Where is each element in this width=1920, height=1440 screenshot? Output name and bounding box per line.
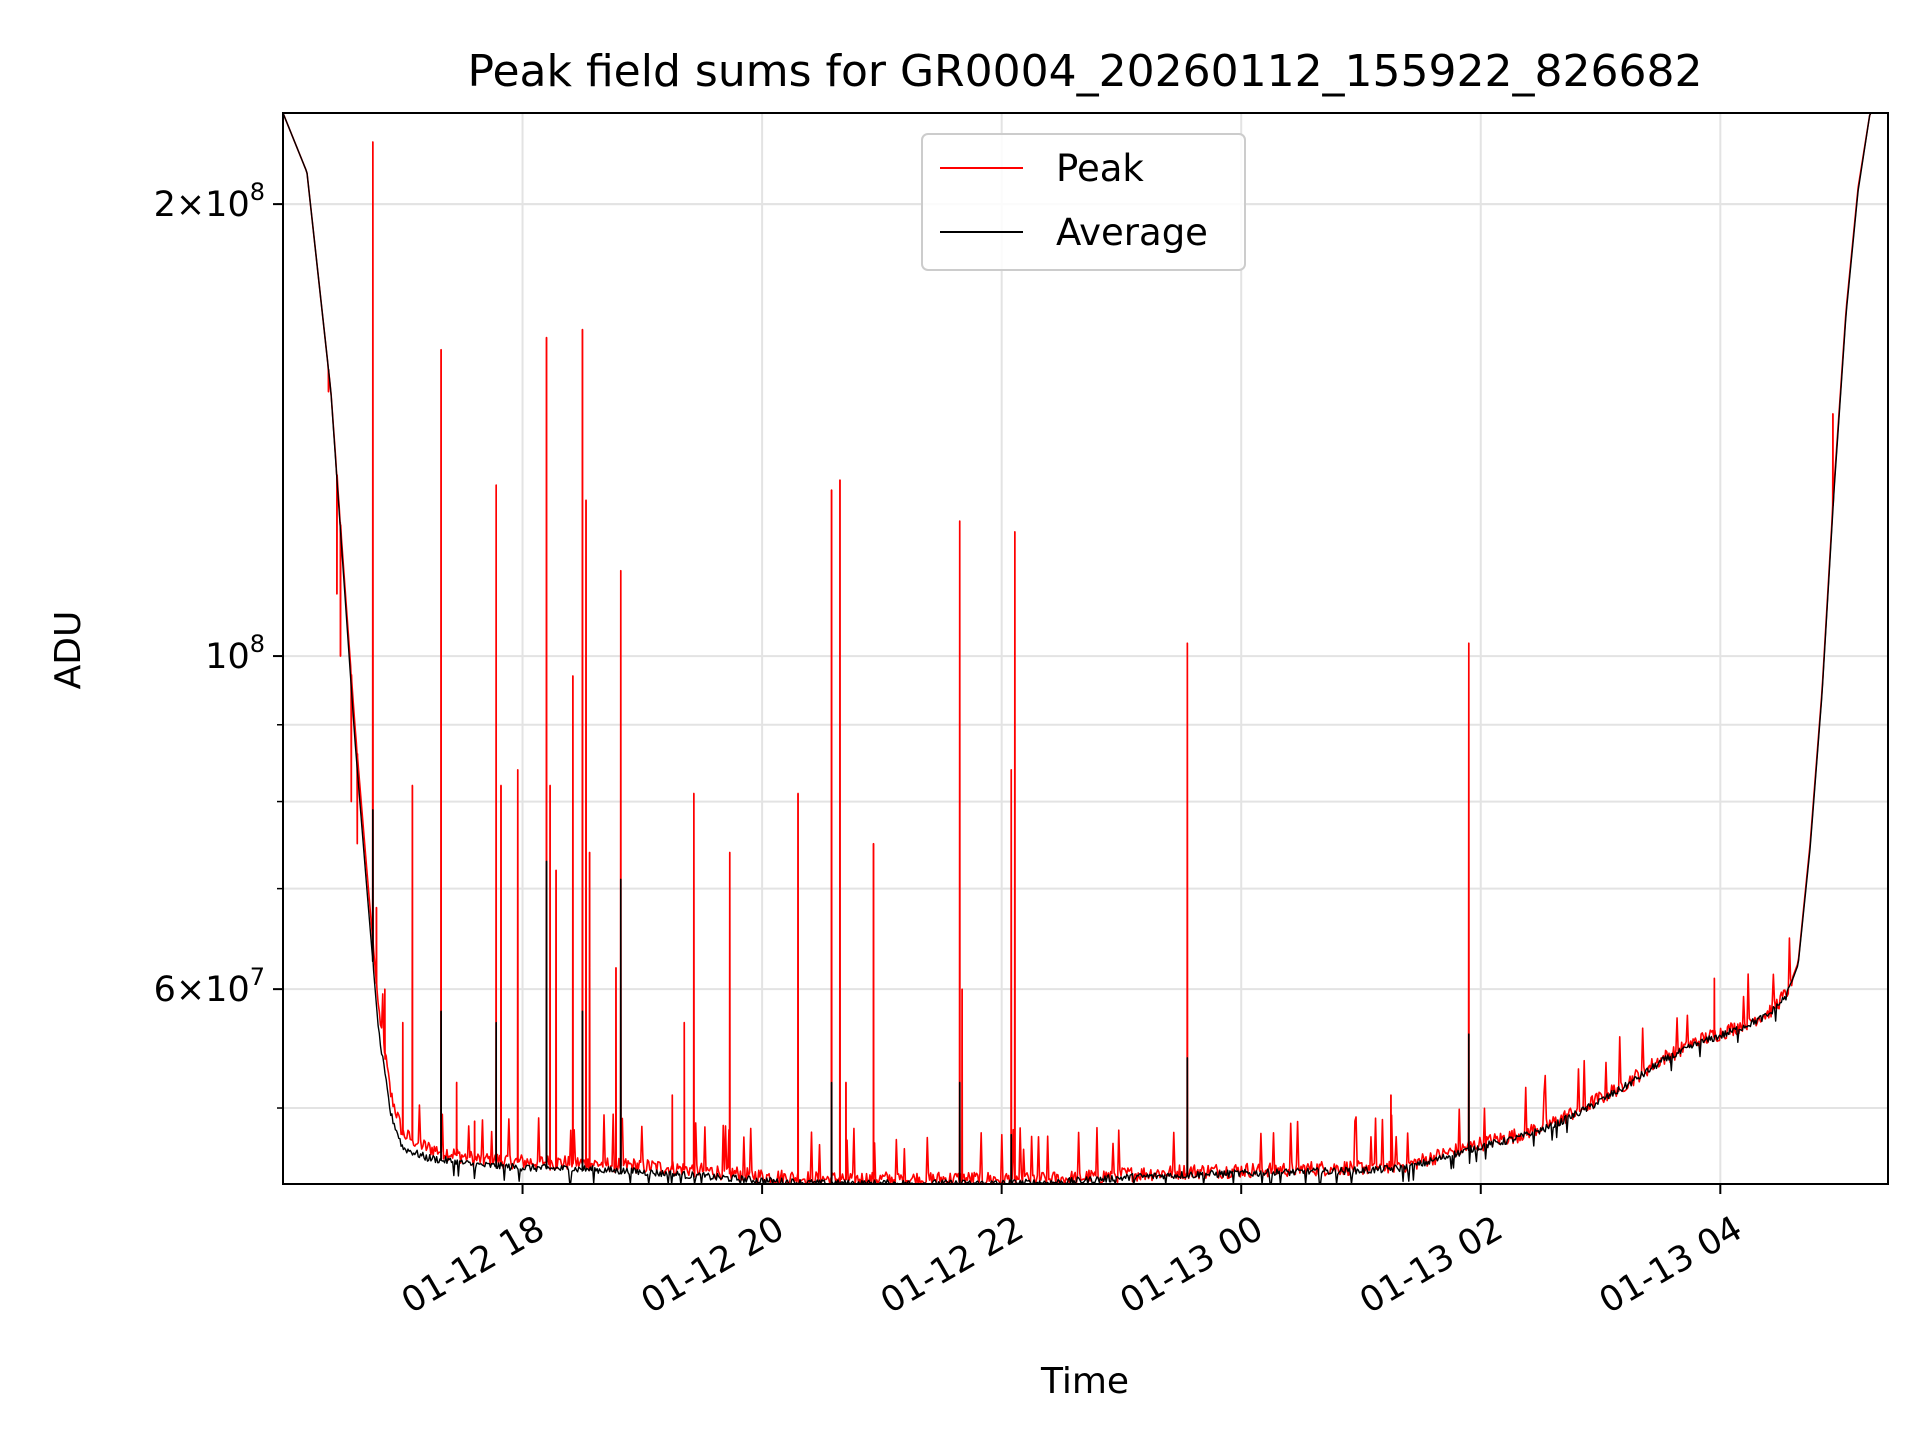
series-layer <box>282 112 1888 1185</box>
y-tick-label: 2×108 <box>154 178 265 225</box>
y-tick-label: 6×107 <box>154 963 265 1010</box>
chart-title: Peak field sums for GR0004_20260112_1559… <box>468 46 1703 97</box>
legend-label-average: Average <box>1056 211 1208 254</box>
y-axis-label: ADU <box>48 611 89 690</box>
series-line-peak <box>282 112 1888 1185</box>
x-axis-label: Time <box>1040 1361 1129 1402</box>
legend-label-peak: Peak <box>1056 147 1144 190</box>
legend: Peak Average <box>921 133 1246 271</box>
plot-frame <box>282 112 1889 1185</box>
y-tick-label: 108 <box>205 630 265 677</box>
